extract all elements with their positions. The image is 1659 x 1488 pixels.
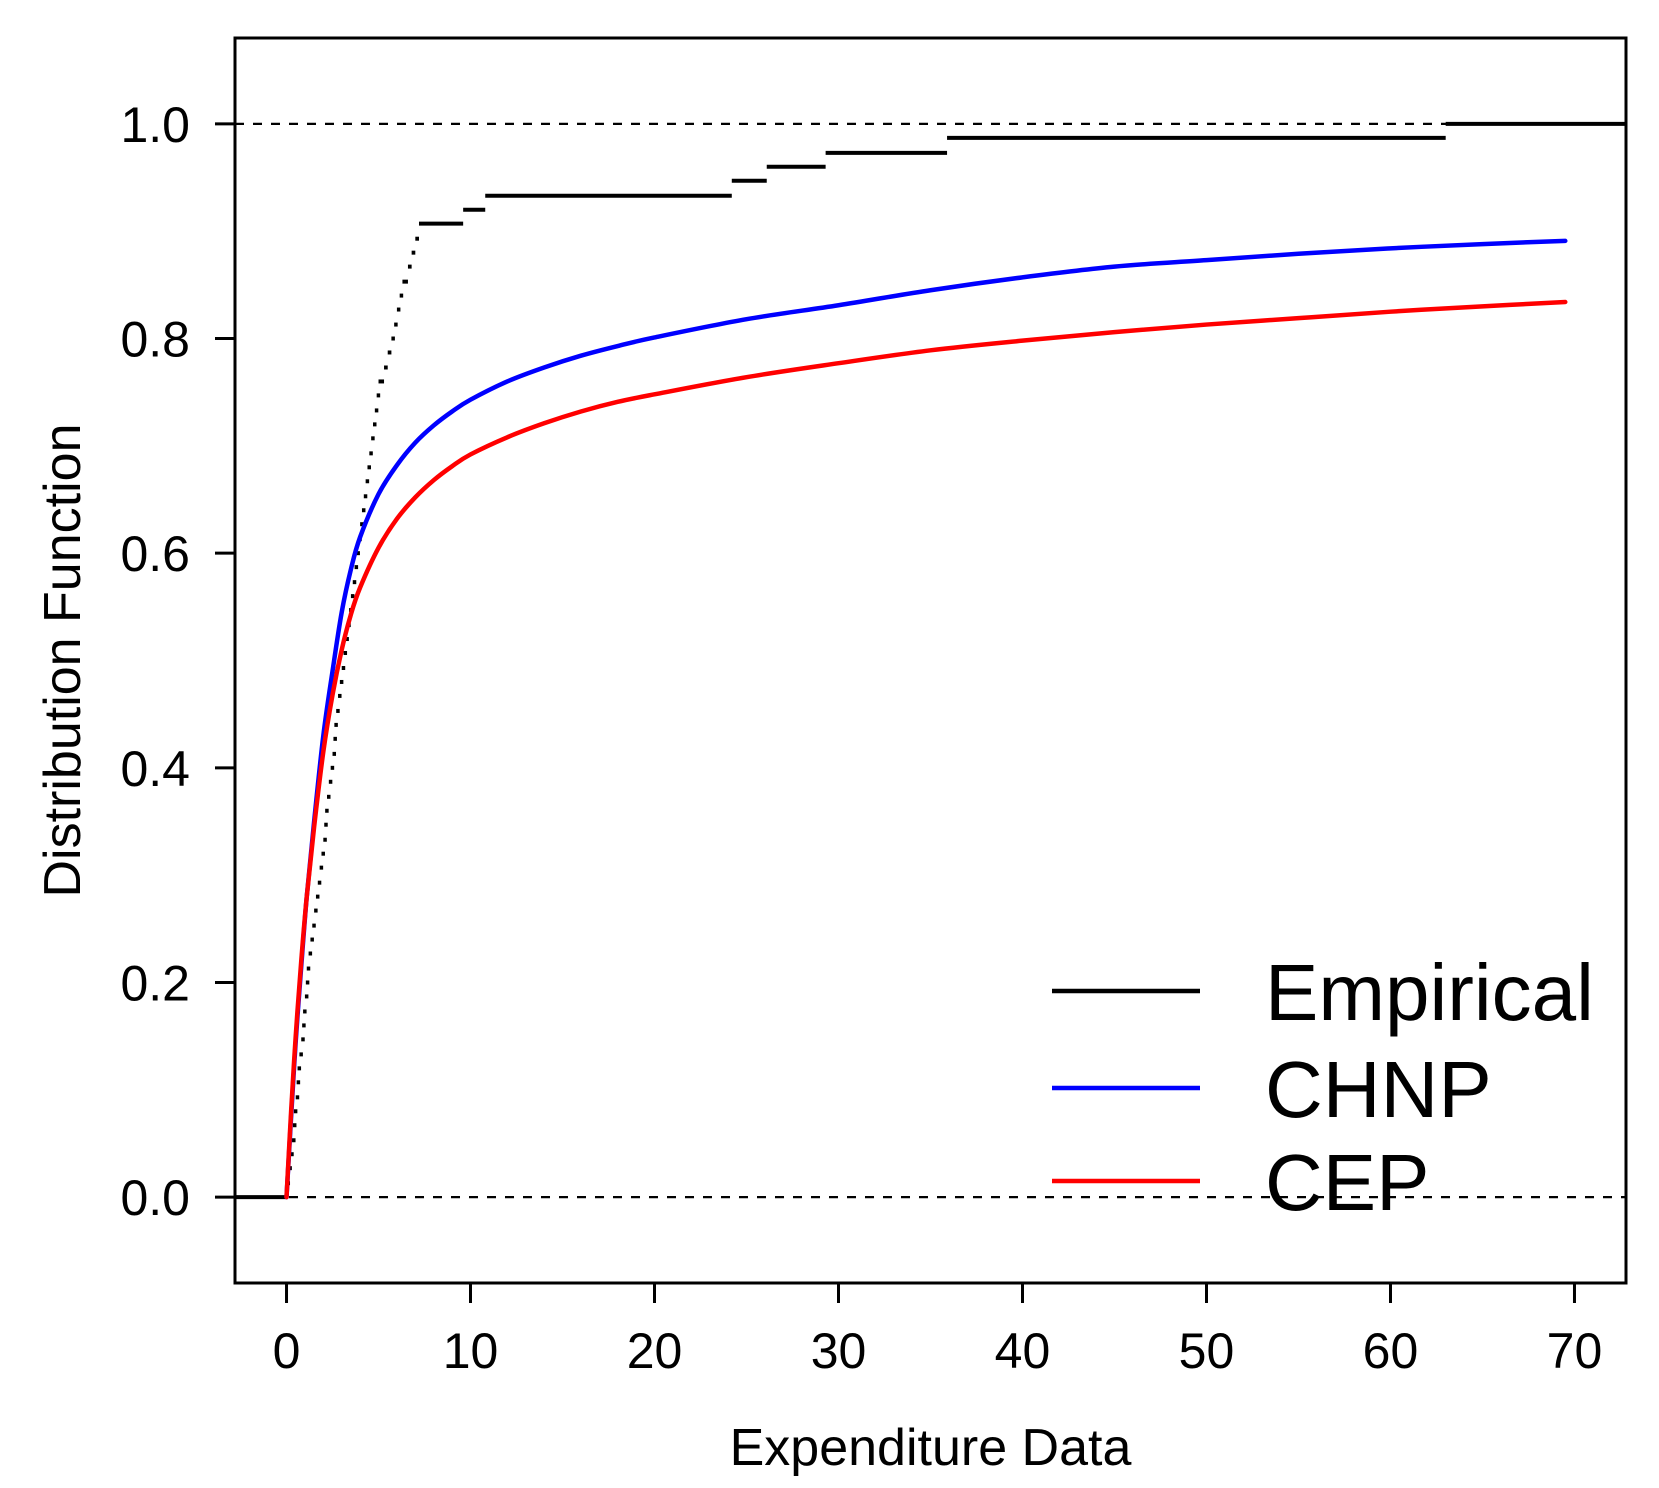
x-tick-label: 70 bbox=[1547, 1323, 1603, 1379]
x-axis: 0 10 20 30 40 50 60 70 bbox=[273, 1283, 1603, 1379]
x-axis-title: Expenditure Data bbox=[730, 1419, 1132, 1477]
x-tick-label: 30 bbox=[811, 1323, 867, 1379]
y-tick-label: 0.4 bbox=[120, 741, 190, 797]
series-layer bbox=[235, 121, 1626, 1200]
y-axis-title: Distribution Function bbox=[34, 424, 92, 898]
legend-label-cep: CEP bbox=[1265, 1138, 1430, 1227]
y-tick-label: 1.0 bbox=[120, 97, 190, 153]
plot-border bbox=[233, 36, 1628, 1285]
reference-lines bbox=[235, 122, 1626, 1199]
cep-series-line bbox=[284, 299, 1568, 1200]
x-tick-label: 60 bbox=[1363, 1323, 1419, 1379]
x-tick-label: 10 bbox=[443, 1323, 499, 1379]
legend-label-chnp: CHNP bbox=[1265, 1045, 1492, 1134]
y-axis: 0.0 0.2 0.4 0.6 0.8 1.0 bbox=[120, 97, 235, 1226]
y-tick-label: 0.2 bbox=[120, 955, 190, 1011]
x-tick-label: 20 bbox=[627, 1323, 683, 1379]
y-tick-label: 0.0 bbox=[120, 1170, 190, 1226]
y-tick-label: 0.8 bbox=[120, 312, 190, 368]
legend-label-empirical: Empirical bbox=[1265, 948, 1594, 1037]
x-tick-label: 40 bbox=[995, 1323, 1051, 1379]
x-tick-label: 0 bbox=[273, 1323, 301, 1379]
x-tick-label: 50 bbox=[1179, 1323, 1235, 1379]
y-tick-label: 0.6 bbox=[120, 526, 190, 582]
